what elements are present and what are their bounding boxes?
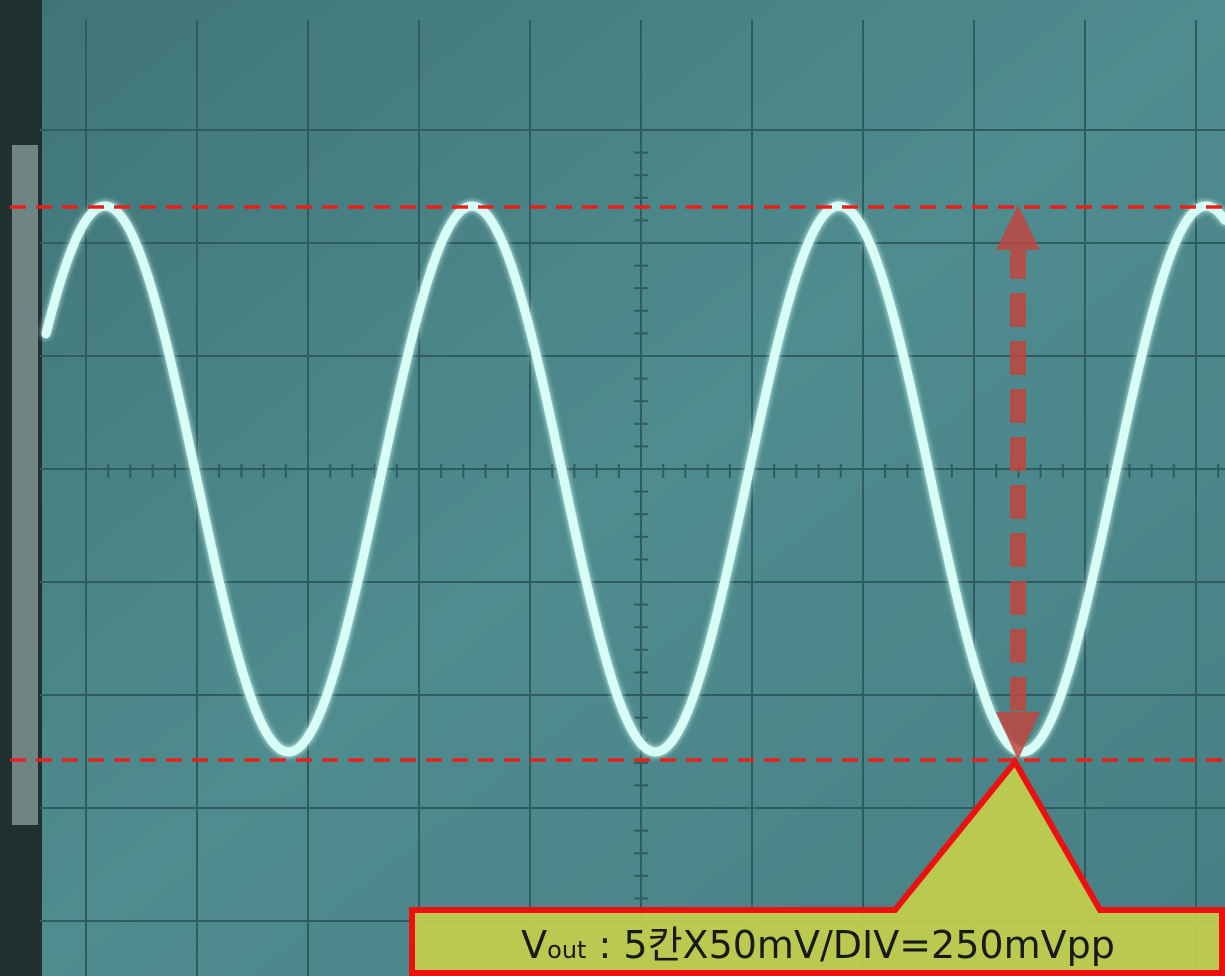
waveform <box>41 201 1225 757</box>
callout-text: Vout : 5칸X50mV/DIV=250mVpp <box>521 923 1115 967</box>
subscript: out <box>547 936 586 964</box>
measure-arrow <box>996 205 1040 760</box>
bezel-bar <box>12 145 38 825</box>
callout <box>409 756 1225 976</box>
formula: : 5칸X50mV/DIV=250mVpp <box>586 923 1114 967</box>
symbol: V <box>521 923 547 967</box>
level-lines <box>10 205 1225 762</box>
arrow-head-down <box>996 712 1040 760</box>
arrow-head-up <box>996 205 1040 250</box>
